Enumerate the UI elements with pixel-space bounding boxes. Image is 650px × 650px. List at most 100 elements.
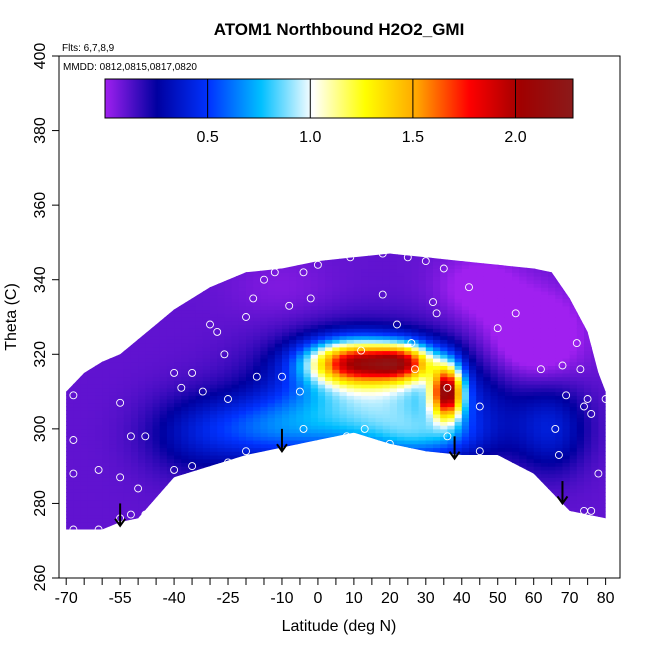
heatmap-cell xyxy=(116,384,125,389)
heatmap-cell xyxy=(440,406,448,411)
heatmap-cell xyxy=(174,369,182,374)
heatmap-cell xyxy=(440,365,448,370)
heatmap-cell xyxy=(130,499,139,504)
heatmap-cell xyxy=(411,376,420,381)
heatmap-cell xyxy=(195,350,204,355)
heatmap-cell xyxy=(267,365,276,370)
heatmap-cell xyxy=(109,488,118,493)
heatmap-cell xyxy=(73,440,82,445)
heatmap-cell xyxy=(102,466,110,471)
heatmap-cell xyxy=(130,387,139,393)
heatmap-cell xyxy=(80,428,89,434)
heatmap-cell xyxy=(130,346,139,352)
heatmap-cell xyxy=(109,455,118,460)
heatmap-cell xyxy=(138,413,146,419)
heatmap-cell xyxy=(166,395,175,400)
heatmap-cell xyxy=(404,391,412,396)
heatmap-cell xyxy=(361,287,369,292)
heatmap-cell xyxy=(382,376,391,381)
heatmap-cell xyxy=(425,365,434,370)
heatmap-cell xyxy=(102,428,110,434)
heatmap-cell xyxy=(454,428,463,434)
heatmap-cell xyxy=(397,376,405,381)
heatmap-cell xyxy=(267,317,276,322)
heatmap-cell xyxy=(224,317,233,322)
heatmap-cell xyxy=(282,298,290,303)
heatmap-cell xyxy=(447,436,456,441)
heatmap-cell xyxy=(325,406,333,411)
heatmap-cell xyxy=(433,387,441,393)
heatmap-cell xyxy=(188,447,197,452)
heatmap-cell xyxy=(483,417,492,422)
heatmap-cell xyxy=(418,410,427,415)
heatmap-cell xyxy=(368,384,377,389)
heatmap-cell xyxy=(353,406,362,411)
heatmap-cell xyxy=(339,294,348,299)
heatmap-cell xyxy=(325,346,333,352)
heatmap-cell xyxy=(447,369,456,374)
heatmap-cell xyxy=(260,305,269,311)
heatmap-cell xyxy=(152,372,161,378)
heatmap-cell xyxy=(339,272,348,277)
heatmap-cell xyxy=(397,384,405,389)
heatmap-cell xyxy=(332,324,341,329)
heatmap-cell xyxy=(317,354,326,359)
heatmap-cell xyxy=(339,320,348,325)
heatmap-cell xyxy=(246,354,254,359)
heatmap-cell xyxy=(325,328,333,333)
heatmap-cell xyxy=(102,443,110,449)
heatmap-cell xyxy=(433,264,441,270)
heatmap-cell xyxy=(353,413,362,419)
heatmap-cell xyxy=(159,410,168,415)
heatmap-cell xyxy=(274,369,283,374)
heatmap-cell xyxy=(267,432,276,437)
heatmap-cell xyxy=(461,365,470,370)
heatmap-cell xyxy=(116,451,125,456)
heatmap-cell xyxy=(411,380,420,385)
heatmap-cell xyxy=(346,264,355,270)
heatmap-cell xyxy=(418,354,427,359)
heatmap-cell xyxy=(339,406,348,411)
heatmap-cell xyxy=(461,391,470,396)
heatmap-cell xyxy=(224,387,233,393)
heatmap-cell xyxy=(447,361,456,366)
heatmap-cell xyxy=(73,391,82,396)
heatmap-cell xyxy=(102,361,110,366)
heatmap-cell xyxy=(382,331,391,337)
heatmap-cell xyxy=(80,484,89,490)
heatmap-cell xyxy=(260,313,269,318)
heatmap-cell xyxy=(440,361,448,366)
heatmap-cell xyxy=(325,380,333,385)
heatmap-cell xyxy=(246,384,254,389)
heatmap-cell xyxy=(418,380,427,385)
heatmap-cell xyxy=(346,413,355,419)
heatmap-cell xyxy=(490,361,499,366)
heatmap-cell xyxy=(238,298,247,303)
heatmap-cell xyxy=(461,361,470,366)
heatmap-cell xyxy=(497,268,506,273)
heatmap-cell xyxy=(166,451,175,456)
heatmap-cell xyxy=(116,428,125,434)
heatmap-cell xyxy=(174,354,182,359)
heatmap-cell xyxy=(202,380,211,385)
heatmap-cell xyxy=(123,350,132,355)
heatmap-cell xyxy=(317,372,326,378)
heatmap-cell xyxy=(382,369,391,374)
heatmap-cell xyxy=(87,522,96,527)
heatmap-cell xyxy=(130,410,139,415)
heatmap-cell xyxy=(231,335,240,340)
heatmap-cell xyxy=(476,376,484,381)
heatmap-cell xyxy=(296,417,305,422)
heatmap-cell xyxy=(397,391,405,396)
heatmap-cell xyxy=(483,372,492,378)
heatmap-cell xyxy=(433,391,441,396)
heatmap-cell xyxy=(166,324,175,329)
heatmap-cell xyxy=(339,257,348,262)
heatmap-cell xyxy=(181,331,190,337)
heatmap-cell xyxy=(476,417,484,422)
heatmap-cell xyxy=(440,339,448,344)
heatmap-cell xyxy=(389,253,398,258)
heatmap-cell xyxy=(469,369,477,374)
heatmap-cell xyxy=(95,522,103,527)
heatmap-cell xyxy=(224,350,233,355)
